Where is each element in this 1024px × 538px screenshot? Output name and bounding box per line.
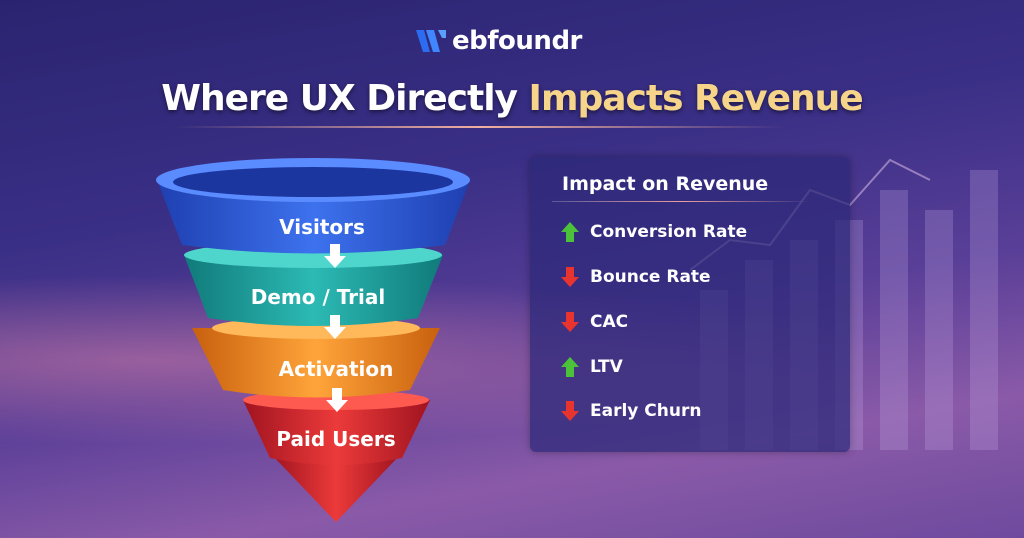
- arrow-down-icon: [326, 388, 348, 412]
- impact-item: Early Churn: [560, 400, 701, 422]
- title-highlight: Impacts Revenue: [528, 78, 864, 119]
- impact-label: CAC: [590, 312, 629, 332]
- title-underline: [175, 126, 785, 128]
- impact-item: Conversion Rate: [560, 221, 747, 243]
- title-part-1: Where UX Directly: [161, 78, 529, 119]
- background-glow: [0, 260, 1024, 460]
- arrow-up-icon: [561, 357, 579, 377]
- logo-text: ebfoundr: [452, 26, 582, 56]
- funnel-stage-demo-trial: [184, 242, 443, 326]
- impact-label: Bounce Rate: [590, 267, 711, 287]
- impact-label: Early Churn: [590, 401, 702, 421]
- funnel-stage-visitors: [156, 158, 470, 254]
- impact-label: LTV: [590, 357, 623, 377]
- arrow-down-icon: [324, 244, 346, 268]
- webfoundr-logo: ebfoundr: [416, 26, 582, 56]
- funnel-arrows: [324, 244, 348, 412]
- funnel-tip: [272, 455, 400, 522]
- panel-divider: [552, 201, 812, 202]
- funnel-label: Demo / Trial: [251, 285, 386, 309]
- funnel-label: Paid Users: [276, 427, 395, 451]
- arrow-down-icon: [324, 315, 346, 339]
- arrow-down-icon: [561, 312, 579, 332]
- logo-w-icon: [416, 30, 446, 52]
- impact-item: LTV: [560, 356, 623, 378]
- impact-item: CAC: [560, 311, 628, 333]
- funnel-label: Visitors: [279, 215, 365, 239]
- impact-on-revenue-panel: Impact on Revenue Conversion Rate Bounce…: [530, 157, 850, 452]
- panel-title: Impact on Revenue: [562, 173, 769, 195]
- arrow-up-icon: [561, 222, 579, 242]
- arrow-down-icon: [561, 267, 579, 287]
- impact-label: Conversion Rate: [590, 222, 748, 242]
- arrow-down-icon: [561, 401, 579, 421]
- funnel-label: Activation: [279, 357, 394, 381]
- impact-item: Bounce Rate: [560, 266, 711, 288]
- page-title: Where UX Directly Impacts Revenue: [0, 78, 1024, 119]
